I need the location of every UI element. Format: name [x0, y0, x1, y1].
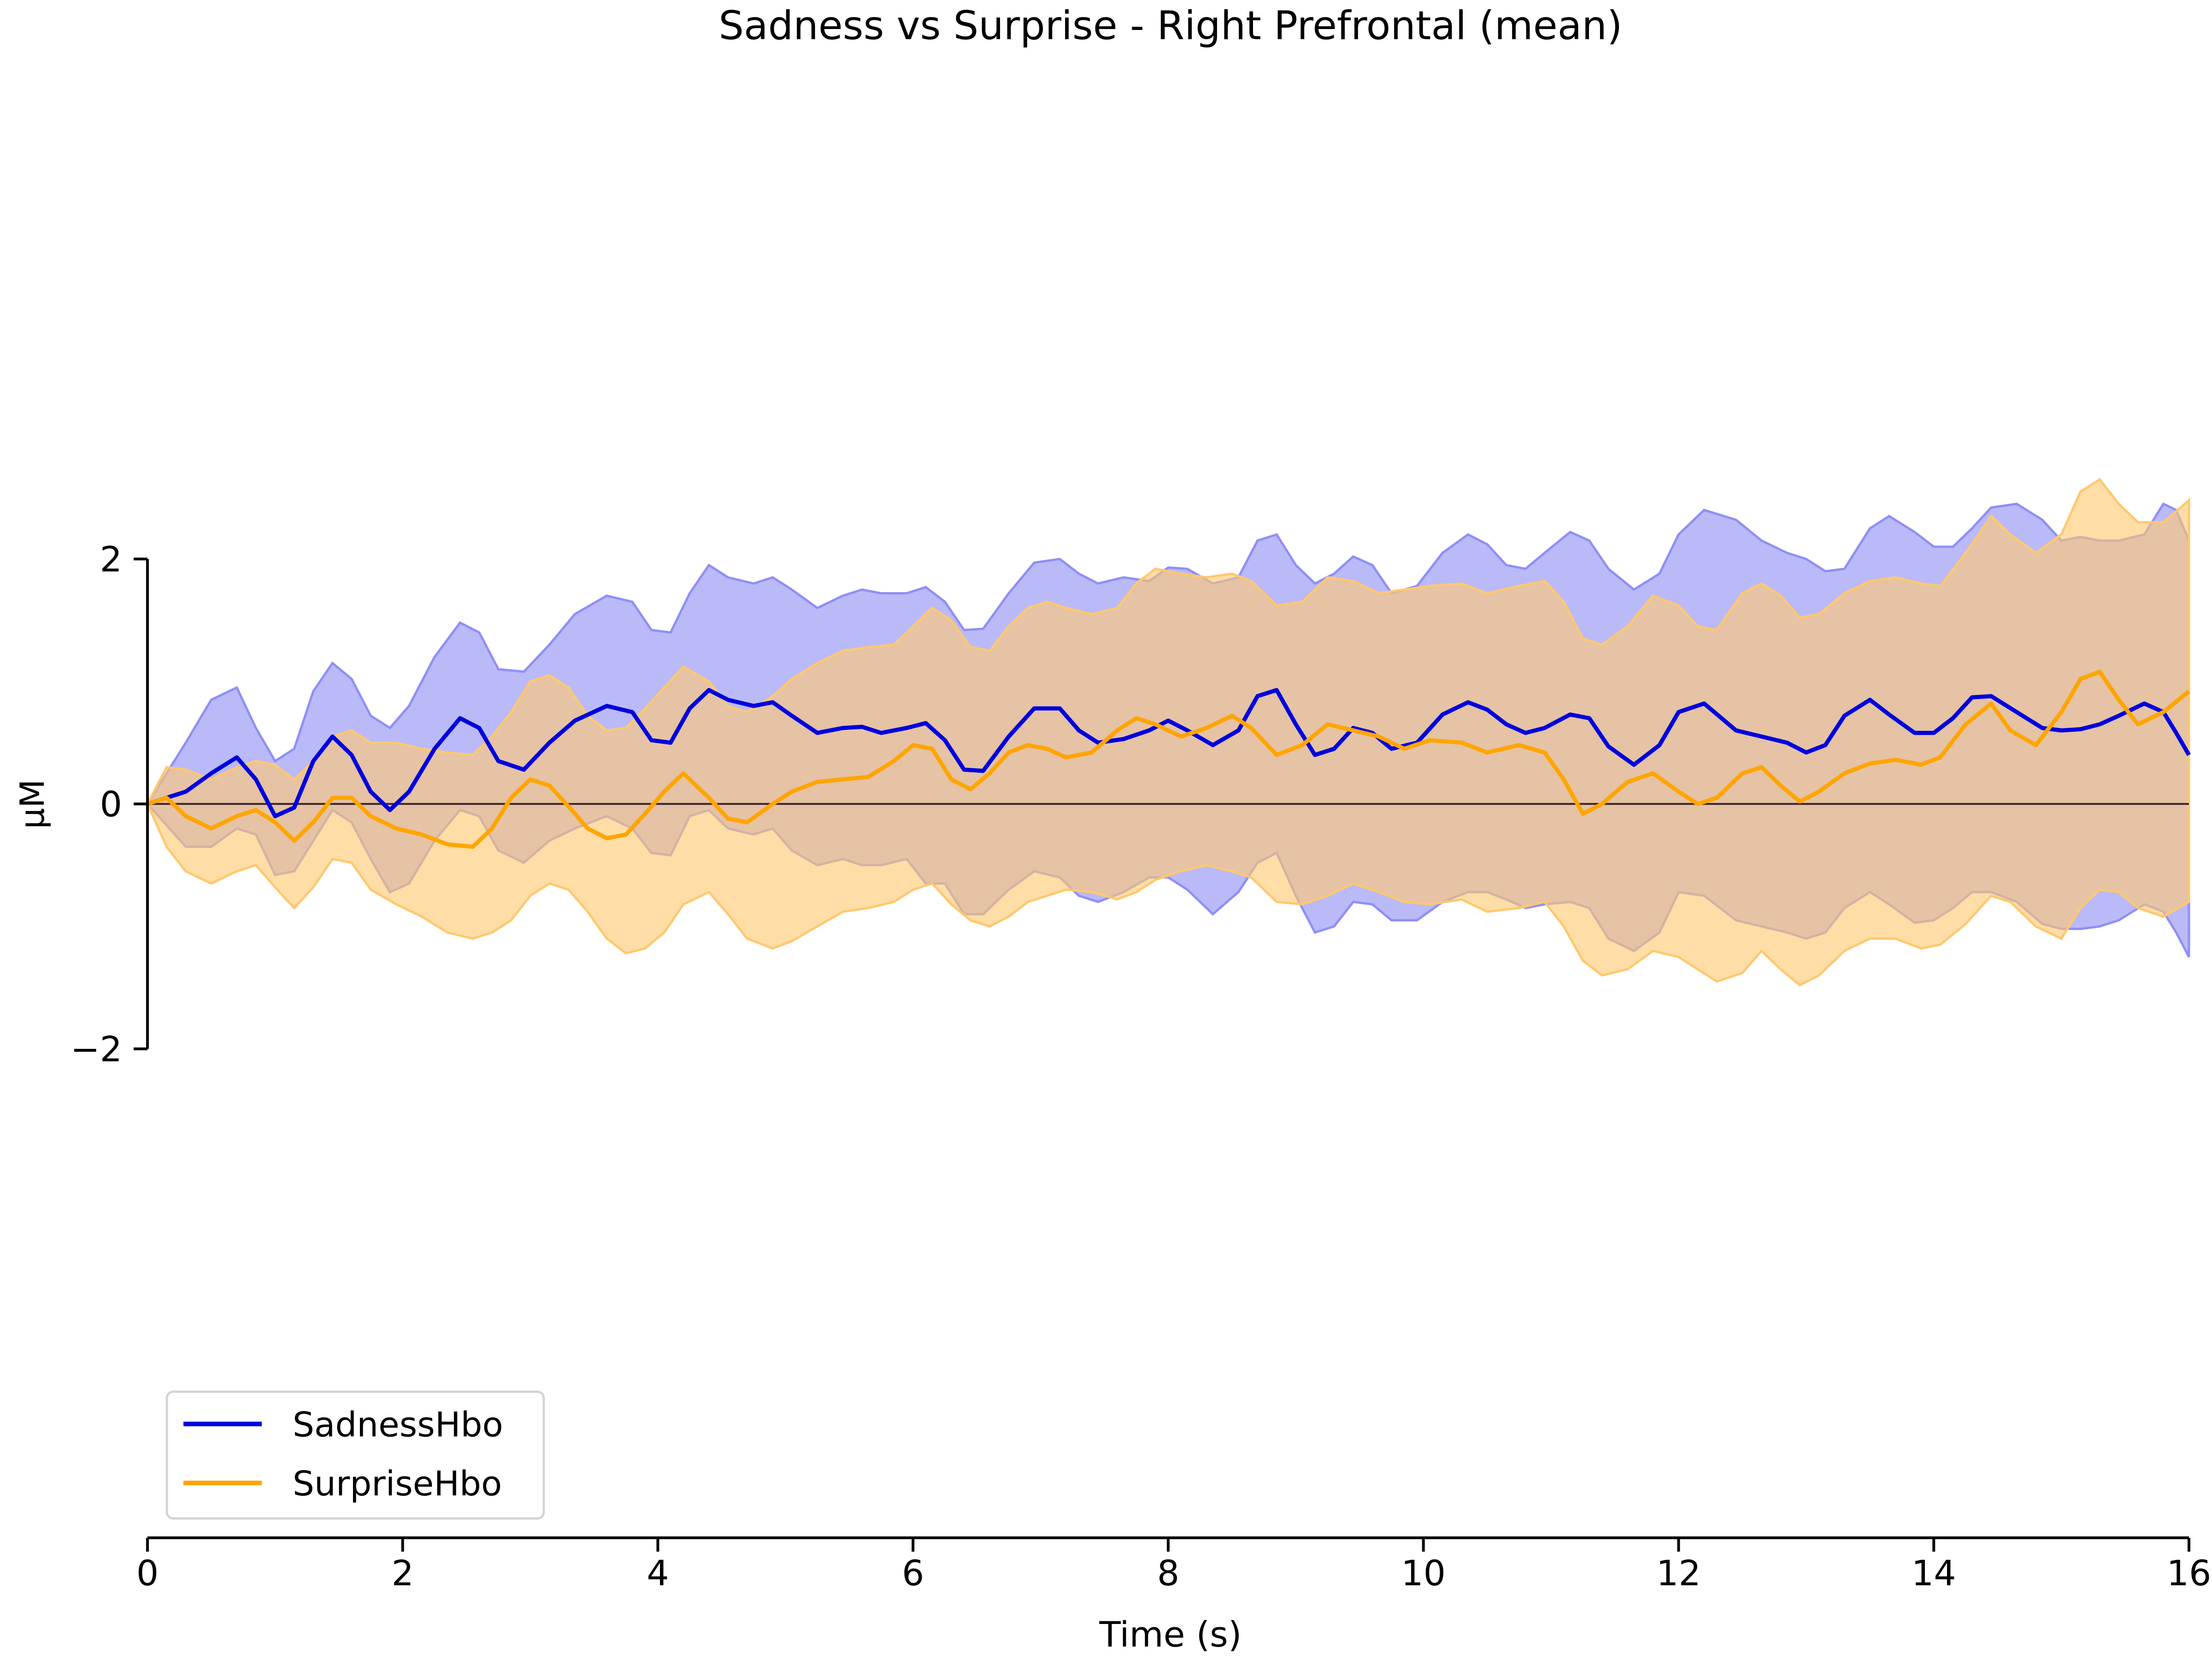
x-ticks: 0 2 4 6 8 10 12 14 16	[136, 1538, 2212, 1594]
y-axis-label: µM	[13, 779, 52, 829]
line-surprisehbo	[147, 670, 2190, 849]
y-ticks: −2 0 2	[71, 539, 147, 1070]
x-tick-label: 16	[2167, 1553, 2212, 1594]
y-tick-label: 0	[100, 784, 122, 825]
y-tick-label: 2	[100, 539, 122, 580]
x-tick-label: 4	[647, 1553, 669, 1594]
x-axis-label: Time (s)	[1099, 1614, 1241, 1655]
x-tick-label: 6	[902, 1553, 924, 1594]
legend-label-surprisehbo: SurpriseHbo	[293, 1464, 502, 1504]
chart-title: Sadness vs Surprise - Right Prefrontal (…	[718, 3, 1622, 49]
y-tick-label: −2	[71, 1029, 122, 1070]
legend-label-sadnesshbo: SadnessHbo	[293, 1405, 503, 1445]
x-tick-label: 2	[392, 1553, 414, 1594]
x-tick-label: 10	[1401, 1553, 1446, 1594]
x-tick-label: 8	[1157, 1553, 1179, 1594]
x-tick-label: 14	[1912, 1553, 1956, 1594]
series-lines	[147, 670, 2191, 849]
line-sadnesshbo	[147, 688, 2191, 818]
legend: SadnessHbo SurpriseHbo	[165, 1390, 545, 1520]
x-tick-label: 0	[136, 1553, 159, 1594]
x-tick-label: 12	[1656, 1553, 1701, 1594]
